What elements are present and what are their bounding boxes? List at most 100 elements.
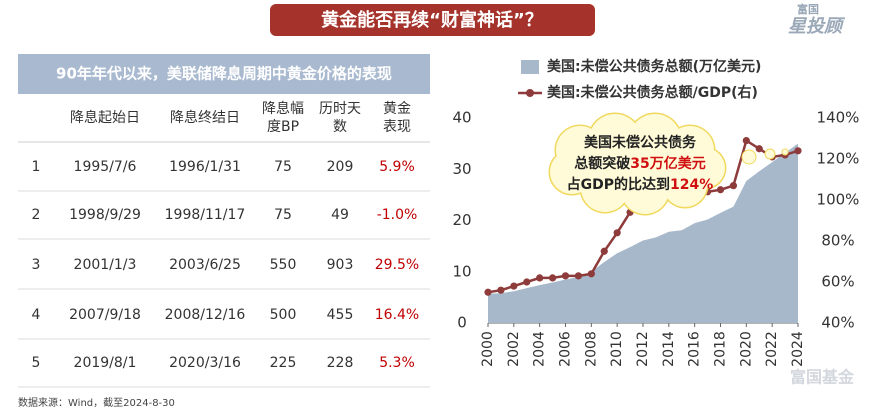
title-banner	[270, 4, 595, 36]
line-point	[613, 229, 621, 237]
annotation: 占GDP的比达到124%	[567, 176, 714, 193]
table-header: 降息起始日	[70, 109, 140, 126]
line-point	[561, 272, 570, 280]
table-header: 降息终结日	[170, 109, 240, 126]
y2-tick-label: 40%	[821, 314, 854, 332]
table-cell: 4	[32, 307, 41, 323]
x-tick-label: 2014	[661, 331, 677, 367]
table-cell: 1998/9/29	[69, 207, 141, 223]
area	[488, 143, 798, 323]
annotation: 美国未偿公共债务	[584, 134, 697, 151]
x-tick-label: 2010	[609, 331, 625, 367]
table-title: 90年年代以来，美联储降息周期中黄金价格的表现	[56, 65, 392, 83]
table-cell: 228	[327, 355, 354, 371]
x-tick-label: 2024	[790, 331, 806, 367]
line-point	[600, 247, 608, 255]
table-cell: 16.4%	[375, 307, 419, 323]
table-cell: 2	[32, 207, 41, 223]
table-cell: 550	[270, 257, 297, 273]
line-point	[523, 278, 531, 286]
line-point	[742, 136, 750, 145]
legend-swatch	[521, 60, 539, 74]
table-cell: 3	[32, 257, 41, 273]
source: 数据来源：Wind，截至2024-8-30	[18, 396, 175, 409]
page-title: 黄金能否再续“财富神话”？	[321, 9, 543, 31]
line-point	[729, 182, 738, 190]
table-header: 降息幅	[262, 100, 304, 117]
line-point	[497, 286, 505, 294]
x-tick-label: 2012	[635, 331, 651, 367]
y-tick-label: 30	[452, 160, 471, 178]
table-cell: 1	[32, 159, 41, 175]
x-tick-label: 2022	[764, 331, 780, 367]
table-cell: 5.9%	[379, 159, 415, 175]
line-point	[510, 282, 518, 290]
watermark: 富国基金	[790, 368, 855, 387]
table-cell: 500	[270, 307, 297, 323]
table-cell: 1996/1/31	[169, 159, 241, 175]
logo-large: 星投顾	[788, 16, 846, 37]
x-tick-label: 2020	[738, 331, 754, 367]
y2-tick-label: 60%	[821, 273, 854, 291]
x-tick-label: 2018	[713, 331, 729, 367]
y2-tick-label: 120%	[817, 150, 860, 168]
line-point	[574, 272, 583, 280]
table-cell: 225	[270, 355, 297, 371]
table-cell: 75	[274, 207, 292, 223]
annotation-cloud	[548, 112, 727, 216]
legend-swatch	[526, 89, 534, 97]
y-tick-label: 40	[452, 109, 471, 127]
line-point	[716, 186, 725, 194]
x-tick-label: 2016	[687, 331, 703, 367]
line-point	[587, 270, 595, 278]
table-cell: 1998/11/17	[165, 207, 246, 223]
table-header: 数	[333, 119, 347, 135]
x-tick-label: 2004	[532, 331, 548, 367]
table-cell: 5.3%	[379, 355, 415, 371]
table-cell: 49	[331, 207, 349, 223]
legend-label: 美国:未偿公共债务总额(万亿美元)	[547, 58, 761, 75]
y-tick-label: 10	[452, 262, 471, 280]
cloud-bubble	[764, 148, 776, 160]
table-cell: 2007/9/18	[69, 307, 141, 323]
cloud-part	[575, 145, 700, 185]
line-point	[755, 145, 763, 153]
table-cell: 2020/3/16	[169, 355, 241, 371]
line-point	[794, 147, 802, 155]
table-cell: 903	[327, 257, 354, 273]
annotation-part: 美国未偿公共债务	[584, 134, 697, 151]
cloud-bubble	[781, 148, 789, 156]
y2-tick-label: 100%	[817, 191, 860, 209]
table-header: 黄金	[383, 100, 411, 117]
table-cell: 209	[327, 159, 354, 175]
table-cell: 29.5%	[375, 257, 419, 273]
cloud-bubble	[741, 149, 757, 165]
line-point	[484, 288, 492, 296]
table-cell: 2003/6/25	[169, 257, 241, 273]
x-tick-label: 2000	[480, 331, 496, 367]
table-cell: 1995/7/6	[74, 159, 137, 175]
annotation-part: 124%	[670, 177, 713, 193]
table-cell: 2019/8/1	[74, 355, 137, 371]
table-title-bar	[18, 54, 430, 94]
y-tick-label: 20	[452, 211, 471, 229]
annotation-part: 总额突破	[574, 155, 630, 172]
annotation: 总额突破35万亿美元	[574, 155, 705, 172]
table-cell: 2008/12/16	[165, 307, 246, 323]
table-cell: 2001/1/3	[74, 257, 137, 273]
table-cell: -1.0%	[377, 207, 418, 223]
legend-label: 美国:未偿公共债务总额/GDP(右)	[547, 84, 758, 101]
y2-tick-label: 140%	[817, 109, 860, 127]
table-cell: 75	[274, 159, 292, 175]
table-cell: 455	[327, 307, 354, 323]
table-header: 表现	[383, 119, 411, 135]
y2-tick-label: 80%	[821, 232, 854, 250]
annotation-part: 占GDP的比达到	[567, 176, 670, 193]
x-tick-label: 2008	[583, 331, 599, 367]
y-tick-label: 0	[457, 314, 467, 332]
table-cell: 5	[32, 355, 41, 371]
annotation-part: 35万亿美元	[630, 155, 705, 172]
table-header: 历时天	[319, 101, 361, 117]
line-point	[536, 274, 544, 282]
